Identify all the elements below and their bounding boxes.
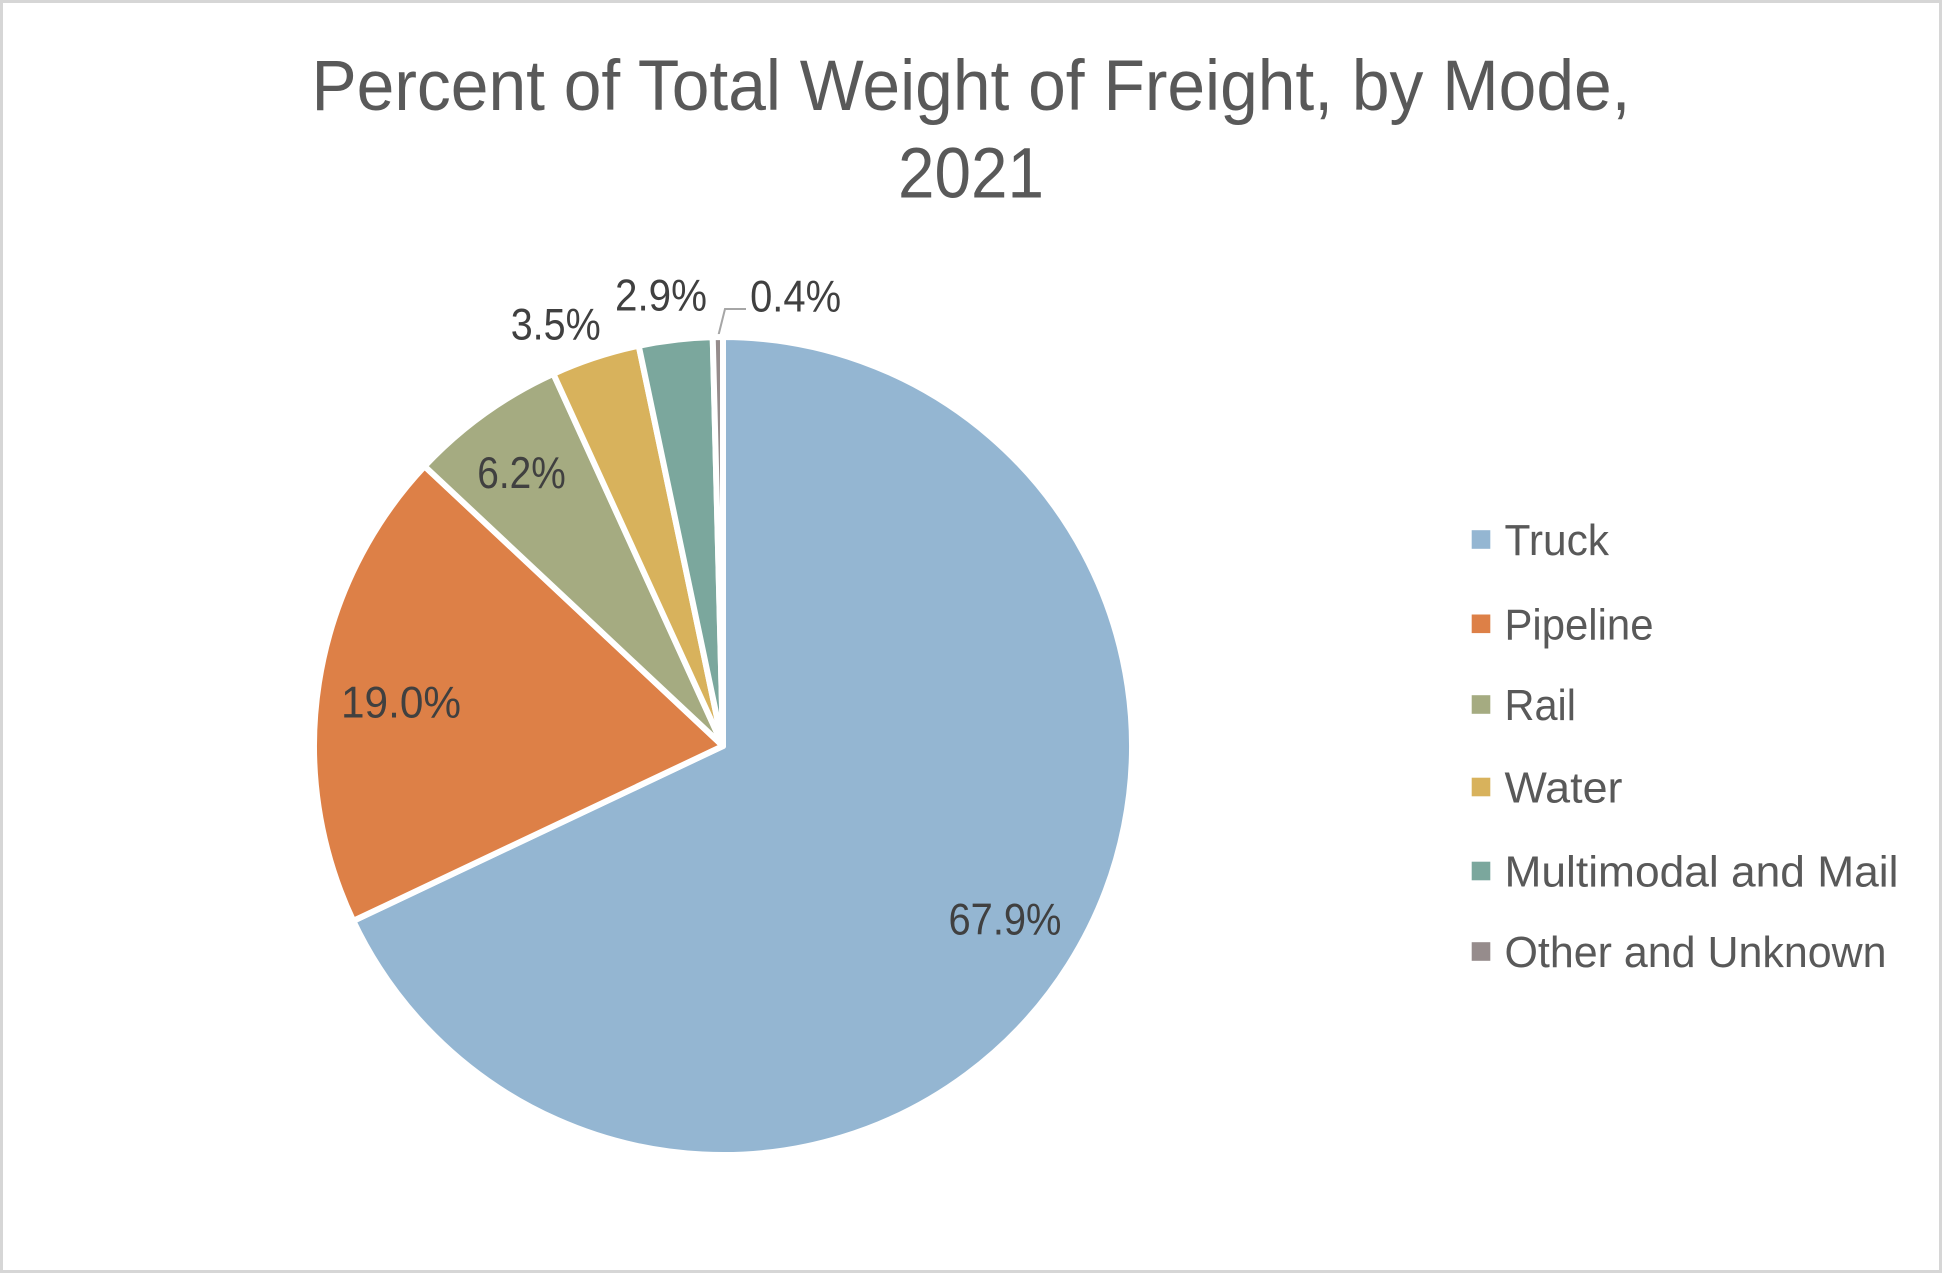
svg-text:3.5%: 3.5% (511, 300, 601, 349)
svg-text:Multimodal and Mail: Multimodal and Mail (1505, 849, 1899, 897)
svg-text:2021: 2021 (898, 135, 1044, 214)
svg-text:6.2%: 6.2% (477, 449, 566, 498)
svg-text:67.9%: 67.9% (949, 896, 1062, 945)
svg-text:Pipeline: Pipeline (1505, 601, 1654, 649)
svg-text:Percent of Total Weight of Fre: Percent of Total Weight of Freight, by M… (312, 47, 1631, 126)
svg-text:Water: Water (1505, 765, 1623, 813)
svg-text:19.0%: 19.0% (341, 679, 461, 728)
svg-text:Truck: Truck (1505, 517, 1610, 565)
svg-text:2.9%: 2.9% (615, 272, 707, 321)
svg-text:0.4%: 0.4% (750, 273, 841, 322)
svg-text:Rail: Rail (1505, 682, 1577, 730)
svg-text:Other and Unknown: Other and Unknown (1505, 929, 1887, 977)
